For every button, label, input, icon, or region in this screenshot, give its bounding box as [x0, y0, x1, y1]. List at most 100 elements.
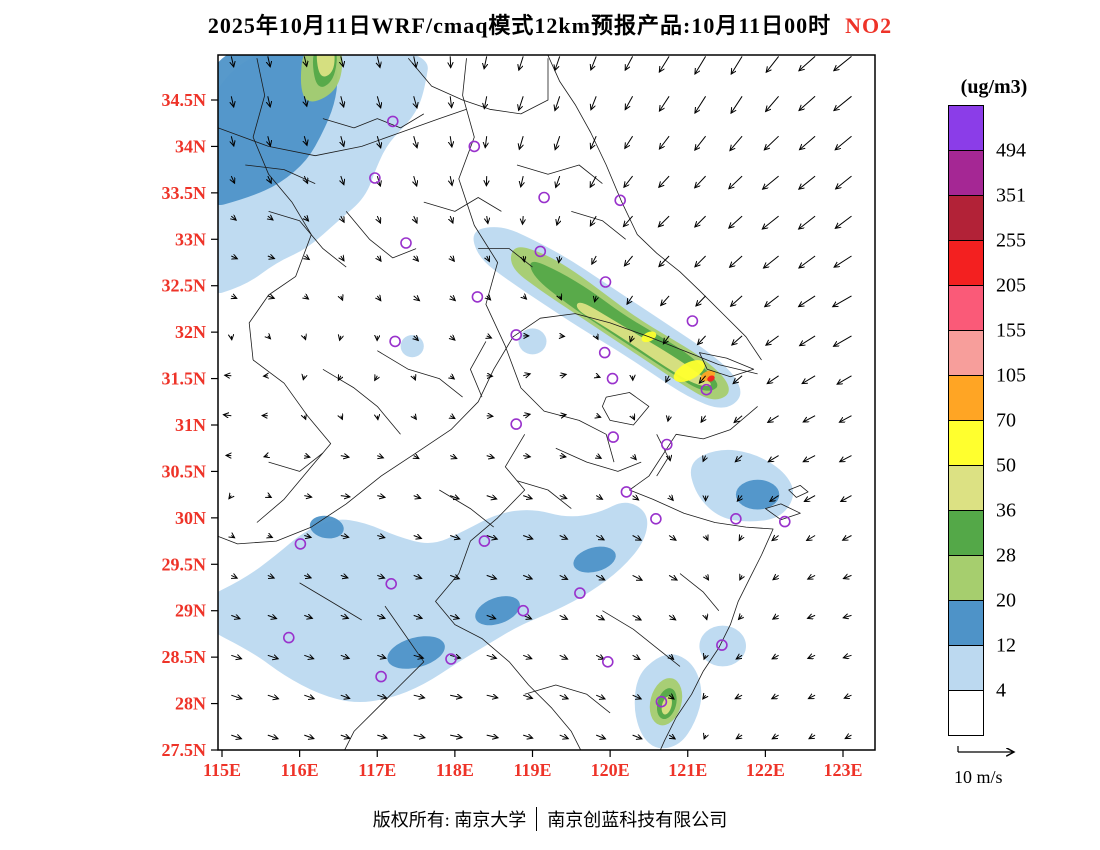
- wind-arrow: [668, 615, 676, 620]
- wind-arrow: [450, 215, 453, 223]
- wind-arrow: [559, 415, 566, 416]
- title-text: 2025年10月11日WRF/cmaq模式12km预报产品:10月11日00时: [207, 13, 832, 38]
- wind-arrow: [669, 456, 670, 461]
- wind-arrow: [486, 575, 497, 579]
- wind-arrow: [523, 496, 532, 499]
- boundary-line: [377, 350, 463, 398]
- lat-tick-label: 32.5N: [162, 276, 207, 296]
- wind-arrow: [304, 336, 305, 340]
- colorbar-level-label: 70: [996, 409, 1016, 432]
- wind-arrow: [523, 256, 524, 262]
- lat-tick-label: 32N: [175, 322, 206, 342]
- wind-arrow: [632, 695, 642, 699]
- wind-arrow: [735, 455, 743, 462]
- wind-arrow: [739, 536, 742, 541]
- wind-arrow: [590, 215, 597, 226]
- wind-arrow: [808, 615, 816, 618]
- colorbar-cell: [948, 240, 984, 286]
- wind-arrow: [231, 56, 233, 67]
- wind-arrow: [449, 456, 457, 459]
- wind-arrow: [414, 296, 420, 301]
- wind-arrow: [803, 415, 816, 422]
- contour-region: [400, 335, 424, 358]
- lon-tick-label: 120E: [591, 760, 630, 780]
- wind-arrow: [808, 695, 816, 698]
- wind-arrow: [414, 215, 417, 223]
- wind-arrow: [304, 136, 307, 145]
- wind-arrow: [486, 496, 497, 499]
- wind-arrow: [450, 96, 451, 107]
- colorbar-level-label: 50: [996, 454, 1016, 477]
- wind-arrow: [413, 496, 421, 499]
- wind-arrow: [486, 416, 493, 417]
- wind-arrow: [706, 575, 709, 580]
- wind-arrow: [844, 695, 852, 698]
- wind-arrow: [843, 575, 852, 578]
- station-marker: [386, 115, 399, 128]
- wind-arrow: [841, 495, 852, 502]
- contour-region: [518, 328, 547, 355]
- wind-arrow: [267, 615, 277, 618]
- wind-arrow: [341, 96, 344, 107]
- wind-arrow: [808, 655, 816, 658]
- wind-arrow: [591, 96, 597, 110]
- wind-arrow: [627, 295, 634, 304]
- lat-tick-label: 30.5N: [162, 461, 207, 481]
- wind-arrow: [632, 496, 639, 500]
- wind-arrow: [223, 415, 232, 416]
- wind-arrow: [703, 456, 706, 462]
- station-marker: [375, 670, 387, 683]
- station-marker: [716, 639, 728, 651]
- wind-arrow: [486, 456, 495, 458]
- wind-arrow: [450, 296, 455, 301]
- wind-arrow: [770, 495, 779, 502]
- station-marker: [471, 291, 484, 303]
- wind-arrow: [413, 695, 425, 698]
- boundary-line: [248, 58, 312, 361]
- lon-tick-label: 118E: [436, 760, 474, 780]
- boundary-line: [602, 392, 650, 426]
- station-marker: [655, 695, 668, 708]
- wind-arrow: [729, 215, 743, 228]
- colorbar-cells: [948, 105, 984, 736]
- wind-arrow: [706, 536, 708, 541]
- colorbar-level-label: 494: [996, 139, 1026, 162]
- wind-arrow: [523, 536, 533, 540]
- wind-arrow: [596, 695, 605, 699]
- wind-arrow: [486, 615, 496, 618]
- wind-arrow: [231, 136, 234, 146]
- wind-arrow: [834, 95, 852, 110]
- boundary-line: [516, 164, 603, 184]
- wind-arrow: [559, 695, 568, 699]
- wind-arrow: [375, 376, 378, 381]
- wind-arrow: [590, 175, 597, 187]
- colorbar-level-label: 351: [996, 184, 1026, 207]
- wind-arrow: [807, 536, 816, 541]
- boundary-line: [344, 605, 425, 750]
- wind-arrow: [231, 575, 237, 578]
- station-marker: [478, 535, 491, 547]
- wind-arrow: [523, 456, 530, 457]
- copyright-footer: 版权所有: 南京大学 南京创蓝科技有限公司: [0, 806, 1100, 832]
- wind-arrow: [766, 56, 779, 72]
- wind-arrow: [486, 655, 497, 658]
- wind-arrow: [519, 136, 524, 149]
- footer-divider: [536, 807, 538, 831]
- colorbar-cell: [948, 690, 984, 736]
- boundary-line: [423, 197, 502, 212]
- wind-arrow: [661, 295, 670, 306]
- wind-arrow: [695, 96, 707, 113]
- wind-arrow: [340, 456, 349, 458]
- wind-arrow: [414, 416, 417, 420]
- wind-arrow: [231, 615, 240, 618]
- wind-arrow: [834, 56, 852, 70]
- wind-scale-arrow: [957, 746, 1080, 762]
- wind-arrow: [843, 615, 852, 617]
- station-marker: [282, 631, 295, 644]
- wind-arrow: [555, 96, 561, 110]
- wind-arrow: [595, 615, 604, 619]
- wind-arrow: [765, 295, 779, 307]
- wind-arrow: [559, 374, 567, 375]
- colorbar-level-label: 155: [996, 319, 1026, 342]
